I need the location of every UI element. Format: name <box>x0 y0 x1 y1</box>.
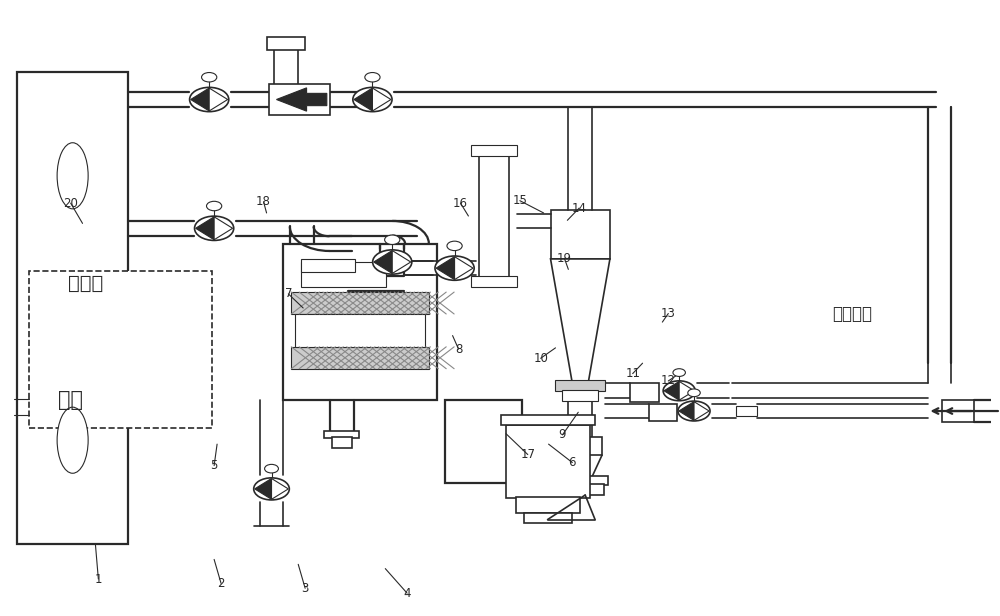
Polygon shape <box>392 251 411 274</box>
Circle shape <box>447 241 462 251</box>
Text: 1: 1 <box>95 572 102 586</box>
Polygon shape <box>354 88 372 111</box>
Bar <box>269 84 330 115</box>
Bar <box>324 431 359 438</box>
Bar <box>649 403 677 421</box>
Bar <box>501 415 595 424</box>
Text: 12: 12 <box>661 375 676 387</box>
Text: 6: 6 <box>569 456 576 469</box>
Polygon shape <box>664 381 679 400</box>
Polygon shape <box>374 251 392 274</box>
Bar <box>516 498 580 513</box>
Polygon shape <box>694 402 709 420</box>
Bar <box>551 210 610 259</box>
Circle shape <box>265 464 278 473</box>
Polygon shape <box>679 402 694 420</box>
Circle shape <box>688 389 700 397</box>
Bar <box>479 148 509 283</box>
Polygon shape <box>276 88 327 111</box>
Text: 20: 20 <box>63 197 78 209</box>
Circle shape <box>195 216 234 240</box>
Text: 14: 14 <box>572 201 587 214</box>
Text: 粉管: 粉管 <box>58 390 83 410</box>
Bar <box>445 400 522 483</box>
Text: 2: 2 <box>217 577 225 590</box>
Bar <box>555 379 605 391</box>
Bar <box>332 437 352 448</box>
Bar <box>17 72 128 544</box>
Text: 7: 7 <box>285 288 292 301</box>
Polygon shape <box>214 217 233 240</box>
Polygon shape <box>255 479 272 500</box>
Bar <box>291 347 429 369</box>
Ellipse shape <box>57 143 88 209</box>
Text: 5: 5 <box>210 459 218 472</box>
Circle shape <box>678 401 710 421</box>
Ellipse shape <box>57 407 88 473</box>
Polygon shape <box>272 479 288 500</box>
Bar <box>471 145 517 156</box>
Bar <box>562 390 598 401</box>
Bar <box>291 292 429 314</box>
Text: 9: 9 <box>559 429 566 442</box>
Text: 19: 19 <box>557 252 572 265</box>
Circle shape <box>373 250 412 274</box>
Circle shape <box>435 256 474 280</box>
Circle shape <box>673 369 685 376</box>
Text: 11: 11 <box>625 367 640 380</box>
Bar <box>942 400 974 422</box>
Circle shape <box>202 73 217 82</box>
Bar <box>295 314 425 347</box>
Circle shape <box>385 235 400 245</box>
Bar <box>267 37 305 51</box>
Polygon shape <box>196 217 214 240</box>
Bar <box>558 437 602 455</box>
Bar <box>736 406 757 416</box>
Polygon shape <box>455 257 473 280</box>
Polygon shape <box>191 88 209 111</box>
Text: 8: 8 <box>455 342 462 355</box>
Circle shape <box>663 381 695 401</box>
Bar <box>301 259 355 272</box>
Bar <box>283 243 437 400</box>
Polygon shape <box>372 88 391 111</box>
Text: 18: 18 <box>256 195 271 208</box>
Text: 17: 17 <box>520 448 535 461</box>
Bar <box>506 424 590 498</box>
Circle shape <box>353 87 392 111</box>
Text: 15: 15 <box>512 194 527 207</box>
Bar <box>301 262 386 288</box>
Text: 3: 3 <box>301 582 309 594</box>
Text: 10: 10 <box>533 352 548 365</box>
Bar <box>630 383 659 402</box>
Circle shape <box>365 73 380 82</box>
Text: 压缩空气: 压缩空气 <box>833 305 873 323</box>
Bar <box>556 484 604 495</box>
Circle shape <box>190 87 229 111</box>
Polygon shape <box>679 381 694 400</box>
Text: 控制器: 控制器 <box>68 274 103 293</box>
Bar <box>29 271 212 428</box>
Polygon shape <box>436 257 455 280</box>
Circle shape <box>254 478 289 500</box>
Text: 13: 13 <box>661 307 676 320</box>
Bar <box>471 276 517 287</box>
Bar <box>553 476 608 485</box>
Text: 4: 4 <box>403 586 411 599</box>
Polygon shape <box>551 259 610 387</box>
Bar <box>524 513 572 522</box>
Circle shape <box>207 201 222 211</box>
Polygon shape <box>209 88 228 111</box>
Text: 16: 16 <box>453 197 468 209</box>
